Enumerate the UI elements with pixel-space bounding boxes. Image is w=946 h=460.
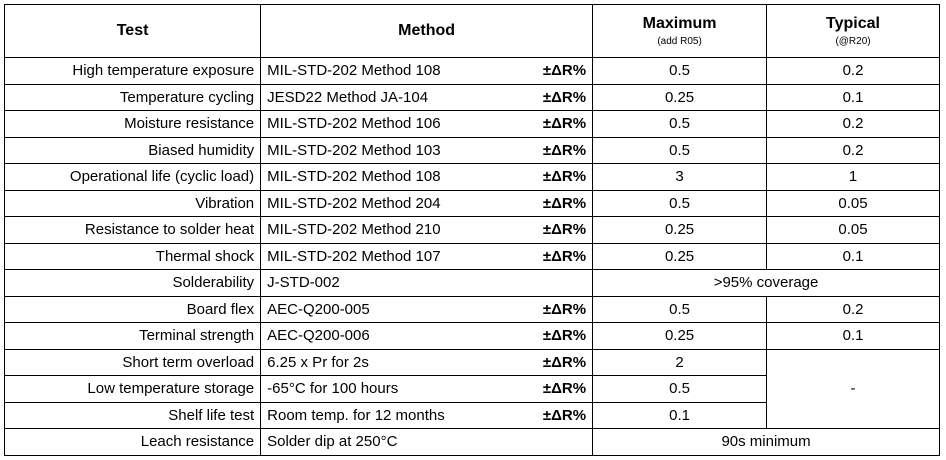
maximum-cell: 0.25 <box>592 322 768 350</box>
unit-cell: ±ΔR% <box>527 136 594 164</box>
unit-cell: ±ΔR% <box>527 83 594 111</box>
unit-cell: ±ΔR% <box>527 401 594 429</box>
method-cell: MIL-STD-202 Method 103 <box>260 136 528 164</box>
test-cell: Vibration <box>3 189 262 217</box>
method-cell: Solder dip at 250°C <box>260 428 594 456</box>
typical-cell: 0.05 <box>766 189 940 217</box>
maximum-cell: 0.5 <box>592 57 768 85</box>
test-cell: Operational life (cyclic load) <box>3 163 262 191</box>
header-note: (add R05) <box>657 35 702 47</box>
typical-cell: - <box>766 348 940 429</box>
method-cell: MIL-STD-202 Method 210 <box>260 216 528 244</box>
table-row: Terminal strength AEC-Q200-006 ±ΔR% 0.25 0.1 <box>3 322 940 350</box>
header-cell: Maximum (add R05) <box>592 4 768 58</box>
test-cell: Leach resistance <box>3 428 262 456</box>
table-row: Solderability J-STD-002 >95% coverage <box>3 269 940 297</box>
header-cell: Method <box>260 4 594 58</box>
maximum-cell: 0.25 <box>592 83 768 111</box>
table-row: Board flex AEC-Q200-005 ±ΔR% 0.5 0.2 <box>3 295 940 323</box>
maximum-cell: 0.25 <box>592 216 768 244</box>
typical-cell: 0.2 <box>766 295 940 323</box>
table-row: Biased humidity MIL-STD-202 Method 103 ±ΔR… <box>3 136 940 164</box>
unit-cell: ±ΔR% <box>527 57 594 85</box>
unit-cell: ±ΔR% <box>527 322 594 350</box>
method-cell: AEC-Q200-006 <box>260 322 528 350</box>
test-cell: Resistance to solder heat <box>3 216 262 244</box>
test-cell: Board flex <box>3 295 262 323</box>
method-cell: AEC-Q200-005 <box>260 295 528 323</box>
maximum-cell: 0.5 <box>592 136 768 164</box>
table-row: High temperature exposure MIL-STD-202 Met… <box>3 57 940 85</box>
unit-cell: ±ΔR% <box>527 295 594 323</box>
result-cell: 90s minimum <box>592 428 940 456</box>
header-text: Maximum <box>642 15 717 33</box>
table-body: High temperature exposure MIL-STD-202 Met… <box>3 57 940 456</box>
table-row: Thermal shock MIL-STD-202 Method 107 ±ΔR% 0… <box>3 242 940 270</box>
typical-cell: 0.2 <box>766 136 940 164</box>
unit-cell: ±ΔR% <box>527 110 594 138</box>
header-cell: Typical (@R20) <box>766 4 940 58</box>
unit-cell: ±ΔR% <box>527 163 594 191</box>
typical-cell: 1 <box>766 163 940 191</box>
maximum-cell: 0.5 <box>592 295 768 323</box>
header-row: Test Method Maximum (add R05) Typical (@R2… <box>3 4 940 58</box>
result-cell: >95% coverage <box>592 269 940 297</box>
test-cell: Terminal strength <box>3 322 262 350</box>
maximum-cell: 3 <box>592 163 768 191</box>
table-row: Short term overload 6.25 x Pr for 2s ±ΔR% 2… <box>3 348 940 429</box>
test-cell: High temperature exposure <box>3 57 262 85</box>
test-cell: Shelf life test <box>3 401 262 429</box>
maximum-cell: 0.5 <box>592 110 768 138</box>
typical-cell: 0.2 <box>766 57 940 85</box>
method-cell: -65°C for 100 hours <box>260 375 528 403</box>
method-cell: J-STD-002 <box>260 269 594 297</box>
header-note: (@R20) <box>835 35 871 47</box>
typical-cell: 0.1 <box>766 83 940 111</box>
test-cell: Temperature cycling <box>3 83 262 111</box>
method-cell: MIL-STD-202 Method 107 <box>260 242 528 270</box>
test-cell: Thermal shock <box>3 242 262 270</box>
maximum-cell: 0.1 <box>592 401 768 429</box>
typical-cell: 0.1 <box>766 322 940 350</box>
spec-table: Test Method Maximum (add R05) Typical (@R2… <box>3 4 940 456</box>
table-row: Resistance to solder heat MIL-STD-202 Met… <box>3 216 940 244</box>
method-cell: MIL-STD-202 Method 106 <box>260 110 528 138</box>
method-cell: MIL-STD-202 Method 108 <box>260 57 528 85</box>
maximum-cell: 0.5 <box>592 189 768 217</box>
maximum-cell: 2 <box>592 348 768 376</box>
table-row: Vibration MIL-STD-202 Method 204 ±ΔR% 0.5 0.… <box>3 189 940 217</box>
method-cell: 6.25 x Pr for 2s <box>260 348 528 376</box>
maximum-cell: 0.25 <box>592 242 768 270</box>
table-row: Shelf life test Room temp. for 12 months ±… <box>3 401 940 429</box>
typical-cell: 0.1 <box>766 242 940 270</box>
unit-cell: ±ΔR% <box>527 242 594 270</box>
test-cell: Low temperature storage <box>3 375 262 403</box>
unit-cell: ±ΔR% <box>527 216 594 244</box>
method-cell: Room temp. for 12 months <box>260 401 528 429</box>
unit-cell: ±ΔR% <box>527 348 594 376</box>
test-cell: Short term overload <box>3 348 262 376</box>
test-cell: Moisture resistance <box>3 110 262 138</box>
method-cell: JESD22 Method JA-104 <box>260 83 528 111</box>
table-row: Leach resistance Solder dip at 250°C 90s m… <box>3 428 940 456</box>
test-cell: Solderability <box>3 269 262 297</box>
unit-cell: ±ΔR% <box>527 189 594 217</box>
header-cell: Test <box>3 4 262 58</box>
maximum-cell: 0.5 <box>592 375 768 403</box>
method-cell: MIL-STD-202 Method 108 <box>260 163 528 191</box>
typical-cell: 0.2 <box>766 110 940 138</box>
table-row: Operational life (cyclic load) MIL-STD-20… <box>3 163 940 191</box>
header-text: Typical <box>826 15 880 33</box>
typical-cell: 0.05 <box>766 216 940 244</box>
table-row: Moisture resistance MIL-STD-202 Method 10… <box>3 110 940 138</box>
unit-cell: ±ΔR% <box>527 375 594 403</box>
test-cell: Biased humidity <box>3 136 262 164</box>
method-cell: MIL-STD-202 Method 204 <box>260 189 528 217</box>
table-row: Temperature cycling JESD22 Method JA-104 ±… <box>3 83 940 111</box>
